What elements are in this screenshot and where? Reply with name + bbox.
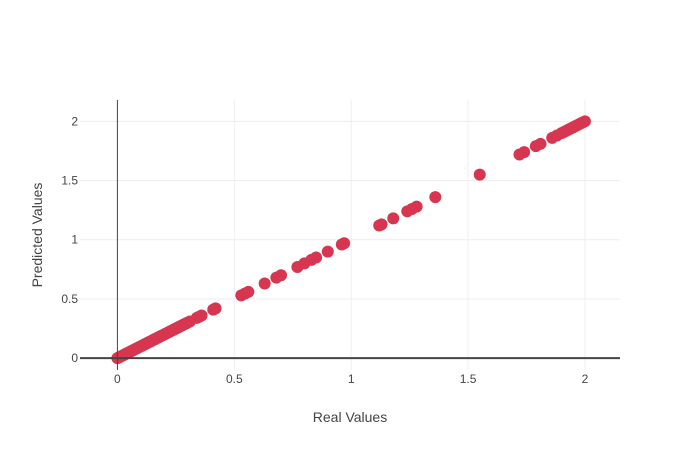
- x-tick-label: 0.5: [226, 372, 243, 386]
- data-point: [375, 218, 388, 231]
- y-gridlines: [80, 120, 620, 300]
- data-point: [195, 309, 208, 322]
- y-tick-label: 2: [71, 114, 78, 128]
- y-tick-label: 0: [71, 351, 78, 365]
- data-point: [209, 302, 222, 315]
- x-tick-label: 1.5: [460, 372, 477, 386]
- data-point: [578, 115, 591, 128]
- y-tick-label: 1: [71, 233, 78, 247]
- x-tick-label: 2: [582, 372, 589, 386]
- x-axis-title: Real Values: [313, 409, 387, 425]
- data-point: [410, 200, 423, 213]
- data-point: [275, 269, 288, 282]
- data-points: [111, 115, 591, 365]
- data-point: [518, 146, 531, 159]
- data-point: [387, 212, 400, 225]
- y-tick-labels: 0 0.5 1 1.5 2: [61, 114, 78, 365]
- x-tick-label: 1: [348, 372, 355, 386]
- y-tick-label: 1.5: [61, 174, 78, 188]
- data-point: [321, 245, 334, 258]
- y-tick-label: 0.5: [61, 292, 78, 306]
- data-point: [258, 277, 271, 290]
- data-point: [534, 137, 547, 150]
- data-point: [242, 285, 255, 298]
- x-gridlines: [233, 100, 586, 370]
- data-point: [338, 237, 351, 250]
- x-tick-labels: 0 0.5 1 1.5 2: [114, 372, 589, 386]
- data-point: [429, 191, 442, 204]
- y-axis-title: Predicted Values: [29, 183, 45, 288]
- x-tick-label: 0: [114, 372, 121, 386]
- data-point: [473, 168, 486, 181]
- data-point: [310, 251, 323, 264]
